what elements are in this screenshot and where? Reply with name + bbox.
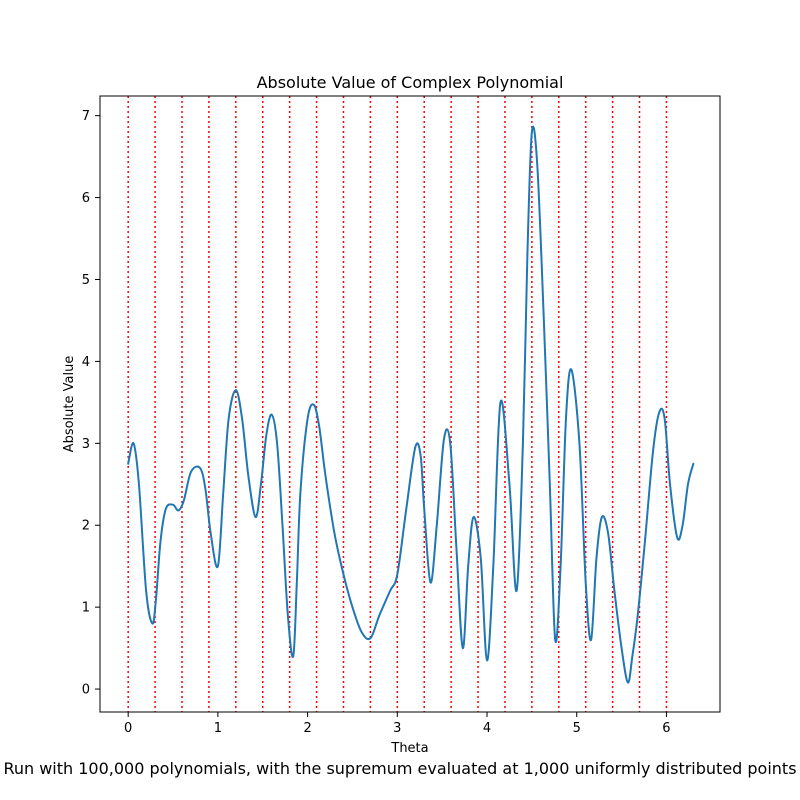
y-tick-label-4: 4	[82, 355, 90, 370]
x-axis-label: Theta	[390, 741, 428, 756]
y-axis-label: Absolute Value	[62, 356, 77, 453]
chart-svg: Absolute Value of Complex Polynomial 0 1 2…	[62, 73, 721, 756]
x-tick-label-5: 5	[573, 721, 581, 736]
chart-title: Absolute Value of Complex Polynomial	[257, 73, 564, 92]
figure-caption: Run with 100,000 polynomials, with the s…	[3, 759, 797, 778]
y-tick-label-0: 0	[82, 683, 90, 698]
x-tick-label-0: 0	[124, 721, 132, 736]
y-tick-label-3: 3	[82, 437, 90, 452]
x-axis-ticks: 0 1 2 3 4 5 6	[124, 712, 671, 736]
x-tick-label-3: 3	[393, 721, 401, 736]
y-tick-label-6: 6	[82, 191, 90, 206]
x-tick-label-6: 6	[662, 721, 670, 736]
series-line-0	[127, 125, 695, 684]
plot-area-frame	[99, 95, 721, 713]
reference-lines	[127, 96, 668, 712]
y-tick-label-7: 7	[82, 109, 90, 124]
y-tick-label-5: 5	[82, 273, 90, 288]
x-tick-label-4: 4	[483, 721, 491, 736]
y-axis-ticks: 0 1 2 3 4 5 6 7	[82, 109, 100, 698]
x-tick-label-2: 2	[303, 721, 311, 736]
series-layer	[127, 125, 695, 684]
x-tick-label-1: 1	[214, 721, 222, 736]
y-tick-label-2: 2	[82, 519, 90, 534]
y-tick-label-1: 1	[82, 601, 90, 616]
